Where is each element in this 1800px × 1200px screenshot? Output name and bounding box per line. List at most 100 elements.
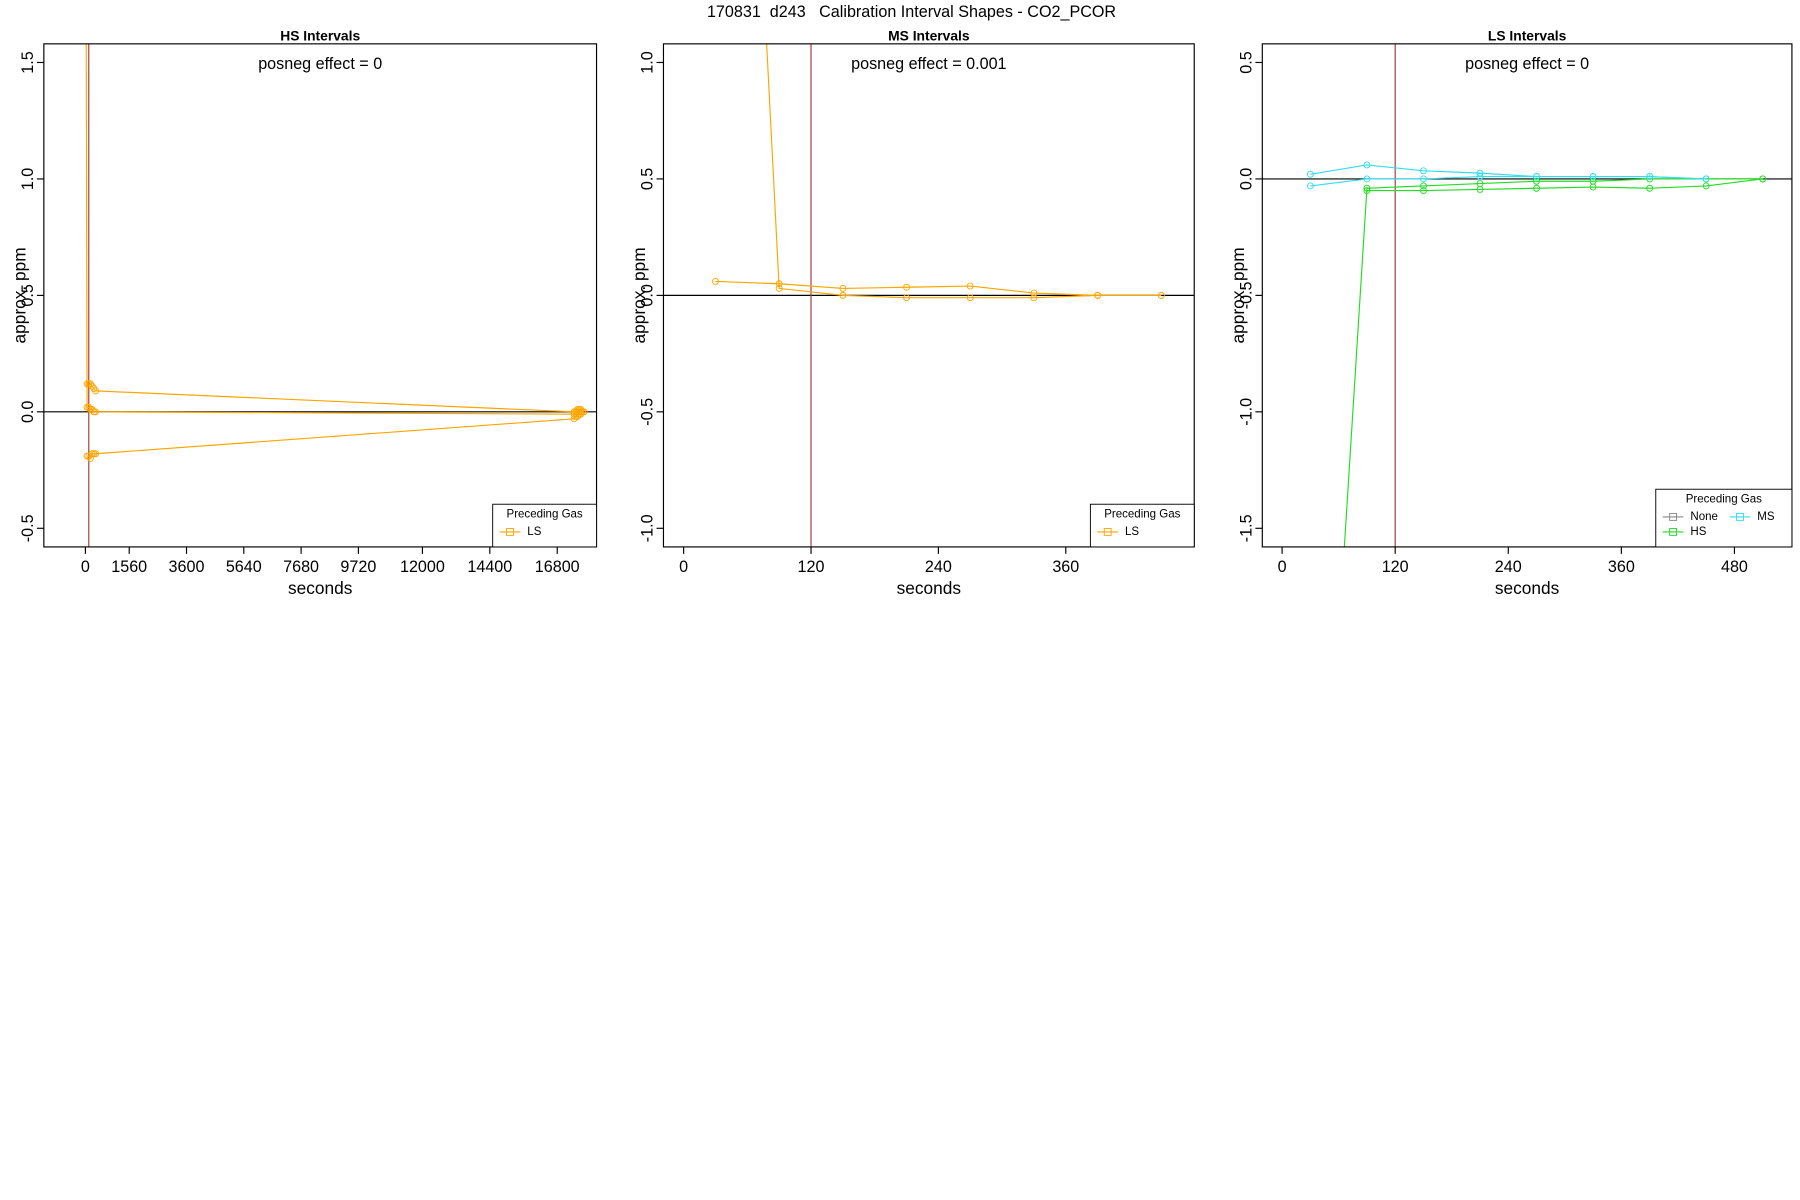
y-tick-label: -0.5 xyxy=(1238,281,1256,309)
y-tick-label: -0.5 xyxy=(639,398,657,426)
data-point xyxy=(903,294,911,302)
plot-frame xyxy=(662,43,1195,548)
data-point xyxy=(1589,173,1597,181)
data-point xyxy=(903,283,911,291)
data-point xyxy=(1363,187,1371,195)
data-point xyxy=(839,284,847,292)
data-point xyxy=(1363,161,1371,169)
y-tick-label: 1.0 xyxy=(639,51,657,73)
x-tick-label: 360 xyxy=(1052,558,1079,576)
data-point xyxy=(1646,173,1654,181)
series-line xyxy=(715,280,1162,296)
data-point xyxy=(1702,182,1710,190)
y-tick-label: 0.0 xyxy=(19,401,37,423)
plot-area xyxy=(1262,43,1792,547)
x-axis-label: seconds xyxy=(897,578,962,598)
annotation: posneg effect = 0.001 xyxy=(851,55,1006,73)
y-tick-label: 1.0 xyxy=(19,168,37,190)
x-tick-label: 0 xyxy=(679,558,688,576)
legend-label: HS xyxy=(1690,526,1706,538)
data-point xyxy=(966,294,974,302)
x-tick-label: 0 xyxy=(81,558,90,576)
data-point xyxy=(1419,175,1427,183)
y-tick-label: -0.5 xyxy=(19,514,37,542)
data-point xyxy=(87,454,94,462)
data-point xyxy=(92,387,99,395)
x-axis-label: seconds xyxy=(288,578,353,598)
plot-frame xyxy=(43,43,598,548)
panel-title: MS Intervals xyxy=(888,28,970,44)
data-point xyxy=(1030,294,1038,302)
data-point xyxy=(1702,175,1710,183)
x-tick-label: 5640 xyxy=(226,558,262,576)
y-axis-label: approx. ppm xyxy=(629,247,649,343)
legend: Preceding Gas LS xyxy=(1089,503,1195,548)
data-point xyxy=(579,408,586,416)
data-point xyxy=(1419,182,1427,190)
x-tick-label: 240 xyxy=(1495,558,1522,576)
data-point xyxy=(1476,173,1484,181)
data-point xyxy=(1759,175,1767,183)
data-point xyxy=(92,408,99,416)
x-tick-label: 16800 xyxy=(535,558,580,576)
x-tick-label: 0 xyxy=(1278,558,1287,576)
annotation: posneg effect = 0 xyxy=(258,55,382,73)
legend: Preceding Gas None HS MS xyxy=(1655,488,1793,548)
panel-title: LS Intervals xyxy=(1488,28,1567,44)
data-point xyxy=(1533,177,1541,185)
data-point xyxy=(1533,173,1541,181)
y-tick-label: 0.0 xyxy=(1238,168,1256,190)
data-point xyxy=(712,277,719,285)
legend-label: LS xyxy=(527,526,541,538)
series-line xyxy=(1310,176,1707,187)
x-tick-label: 120 xyxy=(1382,558,1409,576)
data-point xyxy=(775,284,783,292)
x-tick-label: 1560 xyxy=(111,558,147,576)
legend: Preceding Gas LS xyxy=(492,503,597,548)
x-tick-label: 12000 xyxy=(400,558,445,576)
y-tick-label: 0.0 xyxy=(639,284,657,306)
data-point xyxy=(1306,182,1314,190)
x-tick-label: 3600 xyxy=(169,558,205,576)
data-point xyxy=(1646,175,1654,183)
x-tick-label: 360 xyxy=(1608,558,1635,576)
legend-label: LS xyxy=(1125,526,1139,538)
y-tick-label: -1.0 xyxy=(639,514,657,542)
legend-box xyxy=(1089,503,1195,548)
x-tick-label: 9720 xyxy=(340,558,376,576)
data-point xyxy=(1419,187,1427,195)
x-tick-label: 480 xyxy=(1721,558,1748,576)
series-line xyxy=(1343,178,1763,547)
legend-marker xyxy=(1669,528,1677,536)
data-point xyxy=(1419,167,1427,175)
plot-area xyxy=(663,43,1195,547)
x-axis-label: seconds xyxy=(1495,578,1560,598)
y-tick-label: 1.5 xyxy=(19,51,37,73)
plot-area xyxy=(43,43,597,547)
data-point xyxy=(1533,184,1541,192)
data-point xyxy=(1476,185,1484,193)
data-point xyxy=(1646,184,1654,192)
data-point xyxy=(1030,289,1038,297)
y-axis-label: approx. ppm xyxy=(9,247,29,343)
legend-label: None xyxy=(1690,511,1718,523)
legend-marker xyxy=(1736,513,1744,521)
data-point xyxy=(1306,170,1314,178)
data-point xyxy=(839,291,847,299)
legend-title: Preceding Gas xyxy=(1104,509,1180,521)
y-tick-label: 0.5 xyxy=(639,168,657,190)
y-axis-label: approx. ppm xyxy=(1228,247,1248,343)
legend-marker xyxy=(506,528,514,536)
data-point xyxy=(1157,291,1165,299)
x-tick-label: 120 xyxy=(798,558,825,576)
y-tick-label: 0.5 xyxy=(19,284,37,306)
legend-marker xyxy=(1669,513,1677,521)
legend-box xyxy=(492,503,597,548)
series-line xyxy=(766,43,1098,299)
legend-title: Preceding Gas xyxy=(1686,494,1762,506)
data-point xyxy=(966,282,974,290)
data-point xyxy=(1094,291,1102,299)
series-line xyxy=(1366,178,1763,192)
data-point xyxy=(92,450,99,458)
